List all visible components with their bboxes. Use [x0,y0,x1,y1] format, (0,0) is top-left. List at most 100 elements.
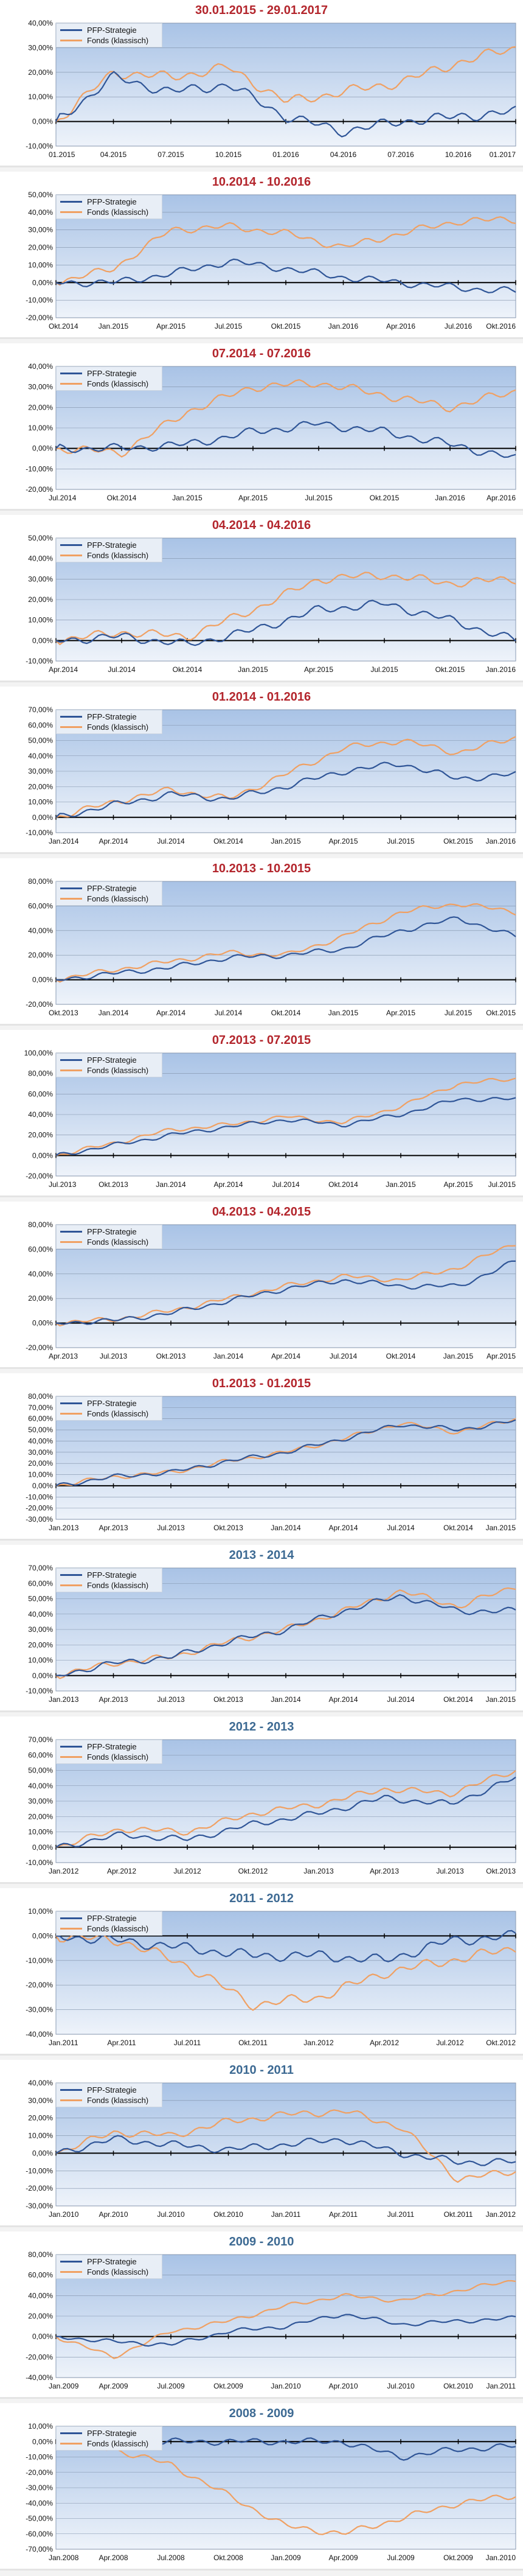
x-tick-label: Jan.2014 [271,1695,301,1704]
series-line-pfp [55,2135,516,2166]
legend-swatch [60,373,82,374]
y-tick-label: 50,00% [28,1595,53,1603]
x-tick-label: Jan.2011 [271,2210,301,2219]
x-tick-label: Okt.2013 [486,1867,516,1875]
x-tick-label: Jan.2016 [486,665,516,674]
x-tick-label: Jul.2015 [488,1180,516,1189]
series-line-fonds [55,1077,516,1157]
x-tick-label: Jan.2010 [271,2382,301,2390]
series-line-pfp [55,1776,516,1848]
y-tick-label: -10,00% [26,296,53,304]
legend-label: PFP-Strategie [87,1055,137,1065]
x-tick-label: Jul.2015 [445,1009,473,1017]
x-tick-label: Apr.2015 [238,494,268,502]
legend-swatch [60,1746,82,1748]
x-tick-label: Jan.2010 [486,2553,516,2562]
legend-swatch [60,1574,82,1576]
x-tick-label: Jul.2013 [49,1180,77,1189]
legend-swatch [60,2432,82,2434]
y-tick-label: -10,00% [26,1956,53,1965]
y-tick-label: 100,00% [24,1049,54,1057]
legend-swatch [60,555,82,556]
y-tick-label: -60,00% [26,2530,53,2538]
x-tick-label: Apr.2011 [107,2039,136,2047]
legend-label: Fonds (klassisch) [87,1752,149,1762]
legend-swatch [60,1231,82,1233]
y-tick-label: 50,00% [28,534,53,542]
x-tick-label: Okt.2014 [386,1352,416,1360]
x-tick-label: Apr.2009 [328,2553,358,2562]
x-tick-label: Jul.2013 [436,1867,464,1875]
x-tick-label: Apr.2014 [328,1695,358,1704]
series-line-fonds [55,216,516,286]
x-tick-label: 07.2016 [387,150,414,159]
series-line-pfp [55,2314,516,2347]
legend-label: PFP-Strategie [87,2429,137,2438]
legend-entry: Fonds (klassisch) [60,379,158,389]
y-tick-label: 60,00% [28,1579,53,1587]
legend: PFP-Strategie Fonds (klassisch) [56,1740,162,1764]
legend-entry: Fonds (klassisch) [60,2267,158,2277]
y-tick-label: -20,00% [26,1172,53,1180]
legend-entry: PFP-Strategie [60,2085,158,2095]
y-tick-label: -70,00% [26,2545,53,2553]
x-tick-label: Jan.2009 [271,2553,301,2562]
y-tick-label: 20,00% [28,951,53,959]
legend-entry: Fonds (klassisch) [60,722,158,732]
x-tick-label: Okt.2014 [107,494,137,502]
y-tick-label: 40,00% [28,208,53,217]
legend-swatch [60,1402,82,1404]
y-tick-label: 50,00% [28,1766,53,1775]
legend-swatch [60,726,82,728]
x-tick-label: Jul.2013 [157,1695,185,1704]
x-tick-label: 04.2016 [330,150,357,159]
x-tick-label: Jul.2009 [157,2382,185,2390]
legend-swatch [60,1241,82,1243]
y-tick-label: 10,00% [28,1828,53,1836]
x-tick-label: Jan.2014 [271,1524,301,1532]
y-tick-label: 30,00% [28,575,53,583]
chart-title: 2013 - 2014 [229,1549,294,1562]
x-tick-label: Jan.2015 [486,1695,516,1704]
series-line-fonds [55,379,516,458]
y-tick-label: 80,00% [28,1069,53,1078]
x-tick-label: Jan.2011 [487,2382,516,2390]
y-tick-label: 10,00% [28,1656,53,1665]
legend-swatch [60,1756,82,1758]
x-tick-label: Apr.2012 [107,1867,136,1875]
chart-title: 2011 - 2012 [229,1892,294,1905]
x-tick-label: Okt.2012 [238,1867,268,1875]
x-tick-label: Jul.2012 [436,2039,464,2047]
chart-panel: 04.2014 - 04.2016 -10,00% 0,00% 10,00% 20,00… [0,515,523,682]
y-tick-label: 40,00% [28,1110,53,1119]
legend: PFP-Strategie Fonds (klassisch) [56,1568,162,1592]
y-tick-label: 70,00% [28,705,53,714]
y-tick-label: -10,00% [26,142,53,150]
legend-entry: PFP-Strategie [60,1913,158,1923]
x-tick-label: Jul.2014 [272,1180,300,1189]
x-tick-label: Okt.2010 [213,2210,243,2219]
y-tick-label: 0,00% [32,278,53,287]
x-tick-label: Jan.2015 [486,1524,516,1532]
y-tick-label: 40,00% [28,1270,53,1278]
x-tick-label: Jul.2014 [387,1695,415,1704]
y-tick-label: 40,00% [28,1610,53,1619]
x-tick-label: Jan.2011 [49,2039,78,2047]
y-tick-label: 10,00% [28,93,53,101]
legend-label: PFP-Strategie [87,2257,137,2266]
y-tick-label: -10,00% [26,464,53,473]
legend-entry: PFP-Strategie [60,1227,158,1237]
legend-entry: PFP-Strategie [60,1398,158,1409]
x-tick-label: Jul.2010 [157,2210,185,2219]
y-tick-label: 10,00% [28,1907,53,1916]
y-tick-label: 20,00% [28,782,53,791]
x-tick-label: 01.2015 [49,150,75,159]
x-tick-label: Jul.2014 [387,1524,415,1532]
legend-entry: PFP-Strategie [60,540,158,550]
series-line-pfp [55,916,516,981]
y-tick-label: -10,00% [26,657,53,665]
x-tick-label: Jan.2012 [303,2039,334,2047]
y-tick-label: 20,00% [28,68,53,77]
x-tick-label: Apr.2014 [99,837,128,845]
legend: PFP-Strategie Fonds (klassisch) [56,710,162,734]
